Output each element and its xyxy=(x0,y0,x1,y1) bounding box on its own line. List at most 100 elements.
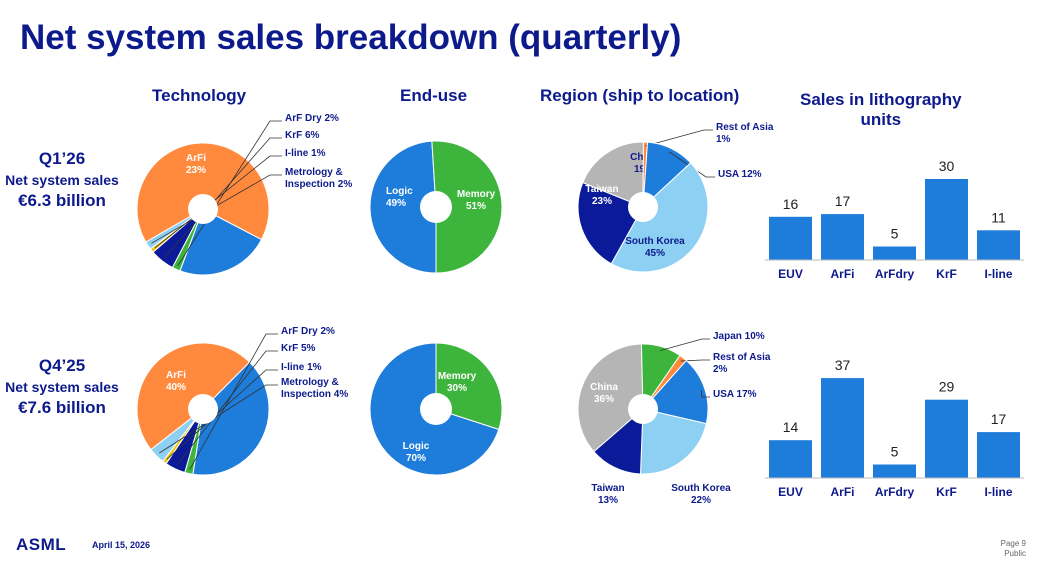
pie-technology-q1-26-label-arf-dry: ArF Dry 2% xyxy=(285,113,339,124)
bar-q1-26-bar-i-line xyxy=(977,230,1020,260)
pie-technology-q1-26-label-arfi: ArFi 23% xyxy=(186,153,206,176)
bar-q4-25-value-krf: 29 xyxy=(939,379,955,395)
quarter-amount: €7.6 billion xyxy=(18,398,106,417)
pie-region-ship-to-location-q1-26-leader-rest-of-asia xyxy=(645,129,713,147)
bar-q4-25-bar-arfdry xyxy=(873,464,916,478)
pie-region-ship-to-location-q1-26-center-hole xyxy=(628,192,658,222)
bar-q4-25-category-arfdry: ArFdry xyxy=(875,485,915,499)
quarter-label-q1-26: Q1’26 Net system sales €6.3 billion xyxy=(0,148,152,212)
pie-technology-q4-25-leader-arf-dry xyxy=(189,333,278,470)
pie-technology-q1-26-center-hole xyxy=(188,194,218,224)
bar-q1-26-value-arfi: 17 xyxy=(835,193,851,209)
pie-end-use-q1-26-label-logic: Logic 49% xyxy=(386,186,413,209)
header-end-use: End-use xyxy=(400,86,468,105)
bar-q4-25-category-euv: EUV xyxy=(778,485,803,499)
pie-technology-q1-26-slice-arfi xyxy=(179,208,263,276)
pie-end-use-q4-25-center-hole xyxy=(420,393,452,425)
bar-q1-26-bar-euv xyxy=(769,216,812,260)
page-number: Page 9 xyxy=(1000,539,1026,548)
pie-region-ship-to-location-q4-25-slice-taiwan xyxy=(593,407,644,475)
bar-q4-25-bar-krf xyxy=(925,399,968,478)
quarter-label-q4-25: Q4’25 Net system sales €7.6 billion xyxy=(0,355,152,419)
pie-region-ship-to-location-q1-26-slice-south-korea xyxy=(610,162,709,273)
bar-q4-25-category-arfi: ArFi xyxy=(831,485,855,499)
pie-region-ship-to-location-q1-26-label-taiwan: Taiwan 23% xyxy=(585,184,618,207)
pie-region-ship-to-location-q4-25-slice-china xyxy=(577,343,644,453)
header-units-line2: units xyxy=(860,110,902,129)
pie-technology-q1-26-label-krf: KrF 6% xyxy=(285,130,320,141)
quarter-caption: Net system sales xyxy=(5,379,119,395)
pie-region-ship-to-location-q4-25-slice-south-korea xyxy=(639,408,707,475)
pie-technology-q1-26-slice-euv xyxy=(136,142,270,243)
bar-q1-26-value-arfdry: 5 xyxy=(891,226,899,242)
bar-q1-26-value-euv: 16 xyxy=(783,196,799,212)
page-title: Net system sales breakdown (quarterly) xyxy=(20,18,682,57)
header-units-line1: Sales in lithography xyxy=(800,90,962,109)
bar-q4-25-value-i-line: 17 xyxy=(991,411,1007,427)
footer-date: April 15, 2026 xyxy=(92,540,151,550)
bar-q1-26-value-i-line: 11 xyxy=(991,209,1006,225)
bar-q4-25-bar-i-line xyxy=(977,432,1020,478)
header-units: Sales in lithography units xyxy=(800,90,962,130)
pie-technology-q4-25-slice-arfi xyxy=(192,361,270,476)
bar-q4-25-value-arfi: 37 xyxy=(835,357,851,373)
pie-end-use-q1-26-center-hole xyxy=(420,191,452,223)
pie-region-ship-to-location-q1-26-label-usa: USA 12% xyxy=(718,169,762,180)
pie-technology-q4-25-slice-metrology-inspection xyxy=(150,408,204,462)
pie-region-ship-to-location-q4-25-center-hole xyxy=(628,394,658,424)
pie-region-ship-to-location-q4-25-label-japan: Japan 10% xyxy=(713,331,765,342)
bar-q4-25-bar-euv xyxy=(769,440,812,478)
pie-technology-q4-25-center-hole xyxy=(188,394,218,424)
pie-end-use-q1-26-slice-logic xyxy=(369,140,437,274)
pie-region-ship-to-location-q4-25-label-south-korea: South Korea 22% xyxy=(671,483,731,506)
pie-region-ship-to-location-q4-25-label-taiwan: Taiwan 13% xyxy=(591,483,624,506)
header-technology: Technology xyxy=(152,86,247,105)
bar-q1-26-value-krf: 30 xyxy=(939,158,955,174)
asml-logo: ASML xyxy=(16,535,67,554)
pie-region-ship-to-location-q4-25-label-rest-of-asia: Rest of Asia 2% xyxy=(713,352,771,375)
pie-technology-q4-25-leader-metrology-inspection xyxy=(159,384,278,454)
quarter-name: Q4’25 xyxy=(38,356,86,375)
pie-end-use-q4-25-slice-memory xyxy=(435,342,503,431)
quarter-caption: Net system sales xyxy=(5,172,119,188)
bar-q1-26-bar-krf xyxy=(925,179,968,260)
pie-region-ship-to-location-q1-26-leader-usa xyxy=(669,151,715,178)
pie-technology-q4-25-label-arfi: ArFi 40% xyxy=(166,370,186,393)
pie-technology-q4-25-label-krf: KrF 5% xyxy=(281,343,316,354)
quarter-amount: €6.3 billion xyxy=(18,191,106,210)
pie-technology-q1-26-label-i-line: I-line 1% xyxy=(285,148,326,159)
bar-q4-25-value-arfdry: 5 xyxy=(891,444,899,460)
pie-region-ship-to-location-q4-25-label-usa: USA 17% xyxy=(713,389,757,400)
bar-q4-25-value-euv: 14 xyxy=(783,419,799,435)
pie-technology-q4-25-slice-euv xyxy=(136,342,251,451)
pie-technology-q4-25-leader-i-line xyxy=(166,369,278,460)
bar-q1-26-category-krf: KrF xyxy=(936,267,957,281)
pie-end-use-q1-26-label-memory: Memory 51% xyxy=(457,189,496,212)
bar-q4-25-category-krf: KrF xyxy=(936,485,957,499)
pie-end-use-q4-25-label-memory: Memory 30% xyxy=(438,371,477,394)
pie-technology-q4-25-label-metrology-inspection: Metrology & Inspection 4% xyxy=(281,377,348,400)
pie-region-ship-to-location-q1-26-label-south-korea: South Korea 45% xyxy=(625,236,685,259)
bar-q1-26-bar-arfi xyxy=(821,214,864,260)
bar-q4-25-category-i-line: I-line xyxy=(984,485,1012,499)
pie-technology-q1-26-leader-metrology-inspection xyxy=(151,174,282,244)
bar-q1-26-category-arfdry: ArFdry xyxy=(875,267,915,281)
pie-region-ship-to-location-q4-25-leader-rest-of-asia xyxy=(680,359,710,362)
header-region: Region (ship to location) xyxy=(540,86,740,105)
pie-technology-q1-26-slice-metrology-inspection xyxy=(145,208,204,250)
pie-region-ship-to-location-q4-25-leader-usa xyxy=(700,390,710,398)
pie-region-ship-to-location-q1-26-slice-taiwan xyxy=(577,181,644,265)
pie-region-ship-to-location-q1-26-slice-china xyxy=(582,141,644,208)
bar-q1-26-bar-arfdry xyxy=(873,246,916,260)
pie-region-ship-to-location-q4-25-label-china: China 36% xyxy=(590,382,618,405)
pie-region-ship-to-location-q1-26-label-rest-of-asia: Rest of Asia 1% xyxy=(716,122,774,145)
pie-technology-q4-25-label-i-line: I-line 1% xyxy=(281,362,322,373)
bar-q4-25-bar-arfi xyxy=(821,378,864,478)
footer-page-info: Page 9 Public xyxy=(1001,539,1026,559)
classification: Public xyxy=(1004,549,1026,558)
pie-technology-q4-25-label-arf-dry: ArF Dry 2% xyxy=(281,326,335,337)
pie-region-ship-to-location-q4-25-leader-japan xyxy=(660,338,710,351)
bar-q1-26-category-i-line: I-line xyxy=(984,267,1012,281)
quarter-name: Q1’26 xyxy=(38,149,86,168)
